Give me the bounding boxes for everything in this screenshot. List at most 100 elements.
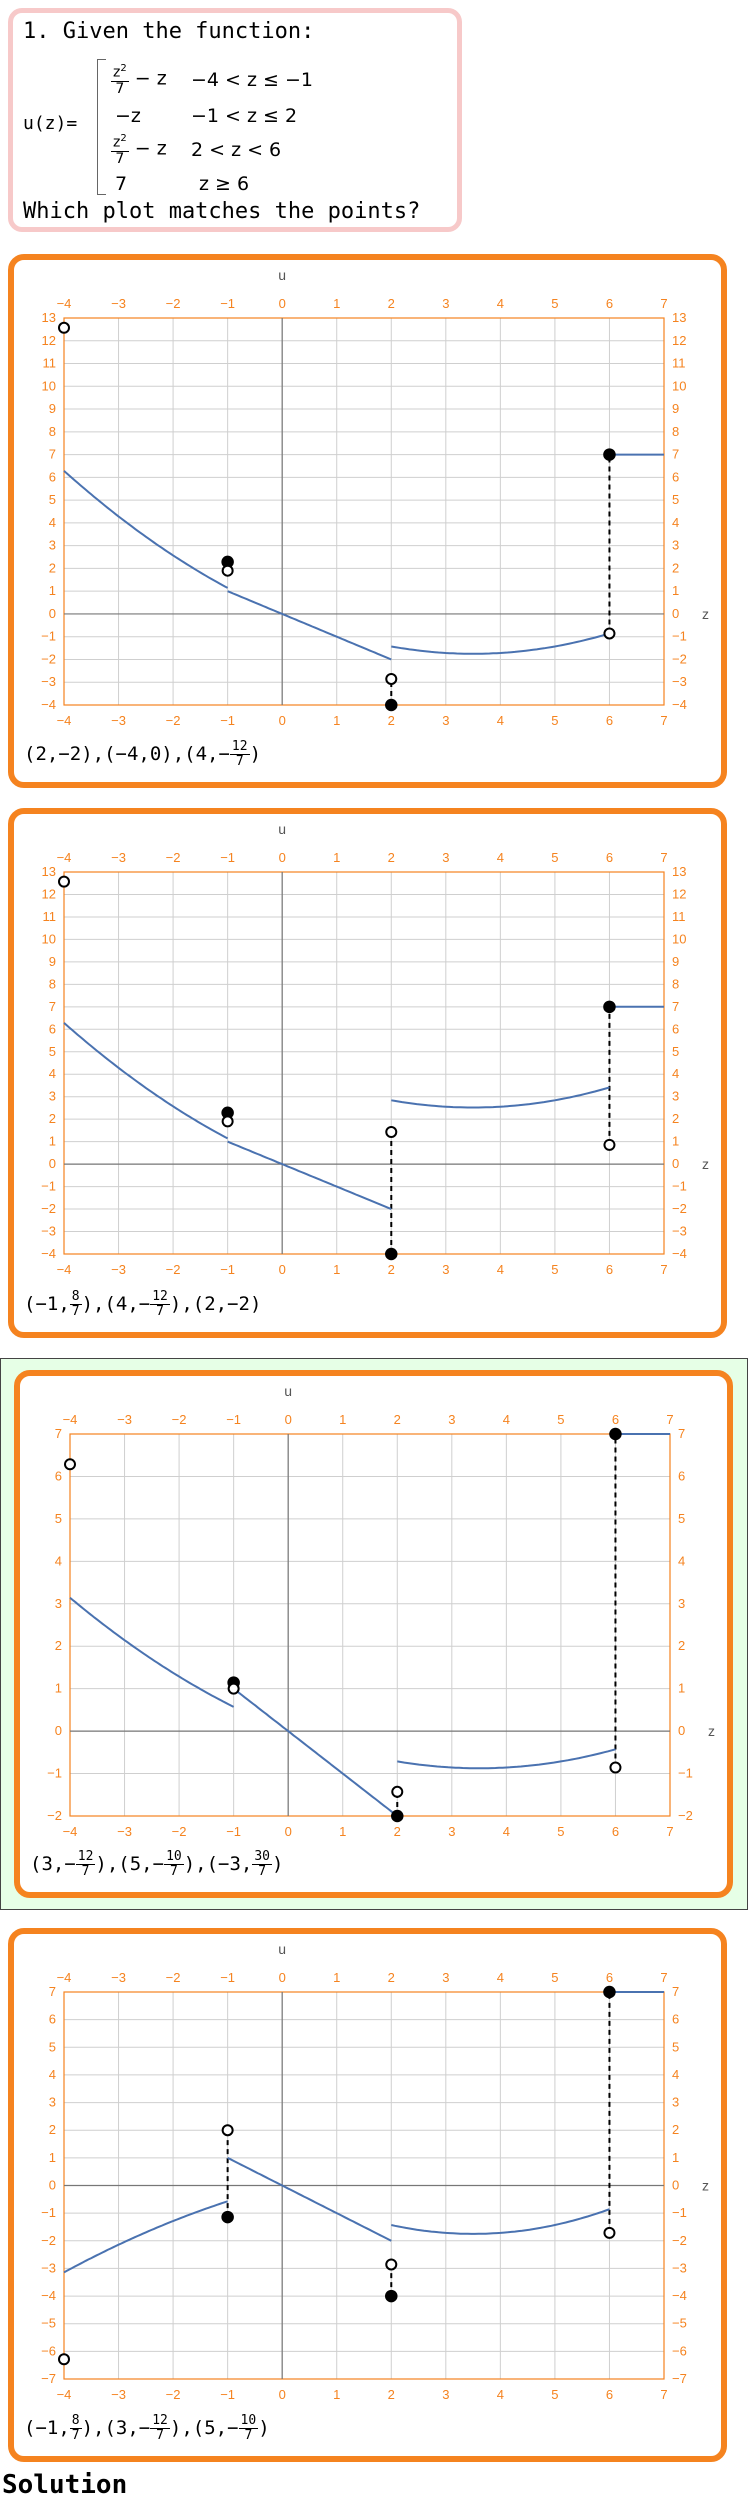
x-tick-label-top: −4 [57,296,72,311]
x-tick-label-top: 6 [612,1412,619,1427]
y-tick-label-left: 7 [49,999,56,1014]
points-text: (2,−2),(−4,0),(4,− [24,743,230,765]
series-curve [233,1687,398,1817]
choice-c[interactable]: −4 −4 −3 −3 −2 −2 −1 −1 0 0 1 1 2 2 3 3 4 4 5 5 6 6 7 7 −2 −2 −1 −1… [14,1370,733,1898]
y-tick-label-right: 6 [672,469,679,484]
x-tick-label-top: −4 [57,850,72,865]
y-tick-label-right: −1 [678,1766,693,1781]
y-tick-label-left: 7 [55,1426,62,1441]
y-tick-label-left: 0 [49,2178,56,2193]
y-tick-label-right: 2 [672,560,679,575]
x-tick-label-bottom: 0 [279,2387,286,2402]
choice-d[interactable]: −4 −4 −3 −3 −2 −2 −1 −1 0 0 1 1 2 2 3 3 4 4 5 5 6 6 7 7 −7 −7 −6 −6… [8,1928,727,2462]
open-point [58,875,70,888]
y-tick-label-right: −6 [672,2343,687,2358]
x-axis-label: z [702,1156,709,1172]
x-tick-label-bottom: −1 [220,1262,235,1277]
y-tick-label-left: 2 [55,1638,62,1653]
x-tick-label-top: 5 [551,1970,558,1985]
y-tick-label-right: 2 [672,1111,679,1126]
open-point [58,321,70,334]
open-point [385,1125,398,1138]
y-tick-label-right: −5 [672,2316,687,2331]
y-tick-label-right: −1 [672,1179,687,1194]
open-point [603,627,616,640]
open-point [391,1785,404,1798]
closed-point [609,1427,622,1441]
y-tick-label-right: 7 [678,1426,685,1441]
choice-a[interactable]: −4 −4 −3 −3 −2 −2 −1 −1 0 0 1 1 2 2 3 3 4 4 5 5 6 6 7 7 −4 −4 −3 −3… [8,254,727,788]
x-tick-label-top: 3 [448,1412,455,1427]
x-tick-label-bottom: 5 [551,2387,558,2402]
y-tick-label-right: 1 [672,1134,679,1149]
x-tick-label-top: 0 [279,850,286,865]
x-tick-label-top: 1 [333,296,340,311]
plot-frame [63,317,665,706]
x-tick-label-bottom: 6 [606,713,613,728]
open-point [221,2124,234,2137]
x-tick-label-top: −2 [172,1412,187,1427]
y-tick-label-left: 11 [43,909,57,924]
y-tick-label-left: −3 [41,2260,56,2275]
y-tick-label-left: 5 [49,492,56,507]
x-tick-label-bottom: 1 [333,1262,340,1277]
y-tick-label-left: −2 [41,651,56,666]
closed-point [603,1000,616,1014]
x-tick-label-top: −3 [111,850,126,865]
y-tick-label-right: 0 [678,1723,685,1738]
open-point [64,1458,76,1471]
series-curve [63,2200,228,2274]
open-point [227,1682,240,1695]
piece-2-expr: −z [115,105,141,127]
y-tick-label-right: −7 [672,2371,687,2386]
series-curve [63,470,229,589]
y-tick-label-left: 7 [49,1984,56,1999]
x-tick-label-bottom: 6 [606,1262,613,1277]
y-tick-label-right: 13 [672,310,686,325]
x-tick-label-top: −3 [117,1412,132,1427]
x-tick-label-top: 2 [388,850,395,865]
piece-1-expr: z2 7 − z [111,63,167,97]
y-tick-label-left: 10 [42,378,56,393]
points-text: ) [249,743,262,765]
x-tick-label-bottom: 1 [333,2387,340,2402]
y-tick-label-right: 8 [672,976,679,991]
y-tick-label-right: 7 [672,447,679,462]
y-tick-label-left: 6 [49,2012,56,2027]
open-point [385,672,398,685]
x-tick-label-bottom: 6 [606,2387,613,2402]
y-tick-label-left: −6 [41,2343,56,2358]
y-tick-label-left: −3 [41,674,56,689]
x-tick-label-top: −1 [220,296,235,311]
y-tick-label-left: −2 [41,1201,56,1216]
question-title: 1. Given the function: [23,19,315,44]
x-tick-label-bottom: 2 [388,2387,395,2402]
x-tick-label-bottom: 4 [497,2387,504,2402]
piece-2-cond: −1 < z ≤ 2 [191,105,298,127]
y-tick-label-left: 11 [43,356,57,371]
y-tick-label-right: 7 [672,999,679,1014]
points-text: ),(−3, [183,1853,253,1875]
x-tick-label-top: −2 [166,850,181,865]
x-tick-label-bottom: −2 [166,1262,181,1277]
x-tick-label-top: 4 [503,1412,510,1427]
x-tick-label-top: 2 [394,1412,401,1427]
choice-b[interactable]: −4 −4 −3 −3 −2 −2 −1 −1 0 0 1 1 2 2 3 3 4 4 5 5 6 6 7 7 −4 −4 −3 −3… [8,808,727,1338]
y-tick-label-left: 12 [42,333,56,348]
y-tick-label-left: −7 [41,2371,56,2386]
y-tick-label-left: 6 [49,1021,56,1036]
x-tick-label-bottom: 4 [497,1262,504,1277]
y-tick-label-right: 5 [672,1044,679,1059]
y-tick-label-right: 1 [678,1681,685,1696]
y-tick-label-right: 3 [672,1089,679,1104]
y-tick-label-right: 10 [672,378,686,393]
x-tick-label-bottom: 5 [551,1262,558,1277]
y-tick-label-right: 0 [672,1156,679,1171]
x-tick-label-bottom: 1 [333,713,340,728]
y-tick-label-right: −1 [672,2205,687,2220]
y-axis-label: u [278,1941,286,1957]
y-tick-label-left: 6 [55,1468,62,1483]
y-tick-label-left: 3 [49,1089,56,1104]
